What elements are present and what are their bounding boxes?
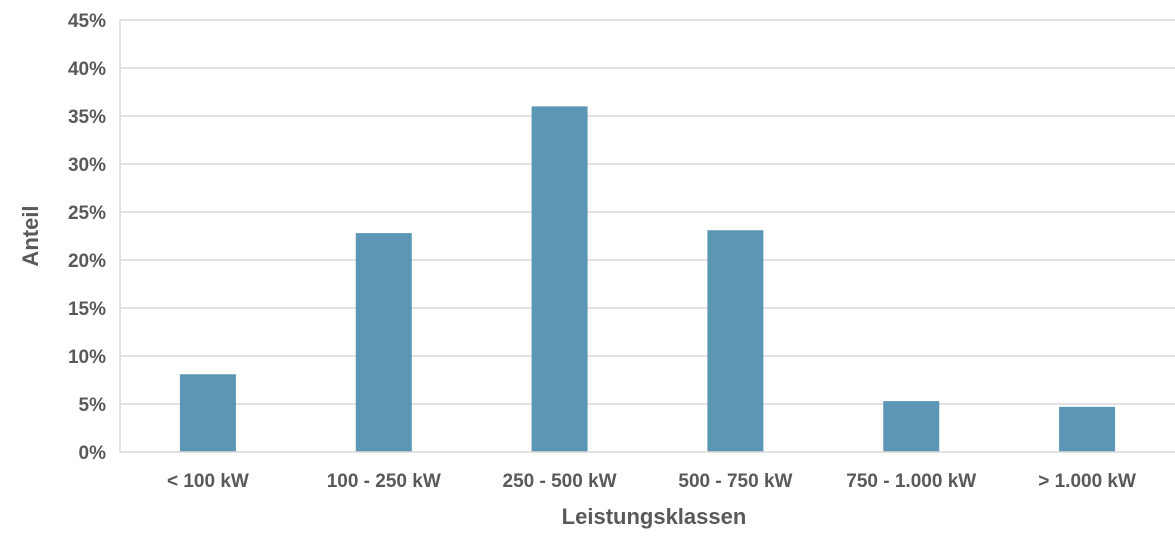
gridlines (120, 19, 1175, 405)
y-tick-label: 10% (68, 347, 106, 368)
y-tick-label: 30% (68, 155, 106, 176)
x-tick-label: 250 - 500 kW (503, 471, 617, 492)
y-tick-label: 20% (68, 251, 106, 272)
bar (531, 106, 588, 453)
x-tick-label: < 100 kW (167, 471, 249, 492)
axes (119, 20, 1175, 453)
bar (179, 374, 236, 452)
tick-labels: 0% 5% 10% 15% 20% 25% 30% 35% 40% 45% < 100 kW 100 … (68, 11, 1136, 492)
x-tick-label: > 1.000 kW (1038, 471, 1136, 492)
bar (355, 233, 412, 452)
y-axis-title: Anteil (18, 205, 43, 266)
bar (707, 230, 764, 452)
y-tick-label: 25% (68, 203, 106, 224)
y-tick-label: 5% (79, 395, 107, 416)
y-tick-label: 45% (68, 11, 106, 32)
bar (883, 401, 940, 452)
x-tick-label: 500 - 750 kW (678, 471, 792, 492)
bars (179, 106, 1116, 453)
y-tick-label: 15% (68, 299, 106, 320)
y-tick-label: 0% (79, 443, 107, 464)
x-tick-label: 100 - 250 kW (327, 471, 441, 492)
x-tick-label: 750 - 1.000 kW (846, 471, 976, 492)
y-tick-label: 40% (68, 59, 106, 80)
bar (1059, 406, 1116, 452)
y-tick-label: 35% (68, 107, 106, 128)
x-axis-title: Leistungsklassen (562, 504, 747, 529)
